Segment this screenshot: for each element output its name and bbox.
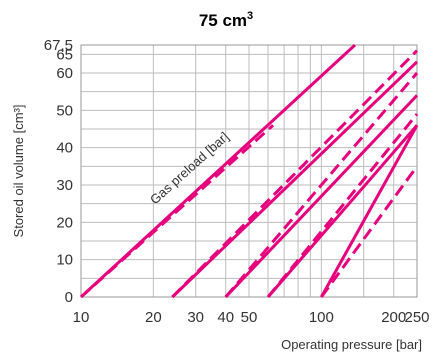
y-tick-label: 30 [56, 177, 73, 194]
y-tick-label: 10 [56, 252, 73, 269]
y-tick-label: 60 [56, 65, 73, 82]
x-tick-label: 30 [187, 309, 204, 326]
x-tick-label: 250 [404, 309, 429, 326]
grid [80, 44, 418, 298]
x-tick-label: 100 [309, 309, 334, 326]
series-line-2-dashed [80, 124, 275, 299]
x-tick-label: 20 [145, 309, 162, 326]
y-tick-label: 40 [56, 140, 73, 157]
x-axis-label: Operating pressure [bar] [281, 337, 422, 352]
plot-frame [80, 44, 418, 298]
chart-title: 75 cm3 [199, 10, 253, 30]
x-tick-label: 40 [217, 309, 234, 326]
y-tick-label: 65 [56, 46, 73, 63]
chart-title-superscript: 3 [247, 10, 253, 22]
chart-title-text: 75 cm [199, 11, 247, 30]
series-layer [79, 43, 419, 299]
series-line-5-solid [224, 94, 419, 299]
x-tick-label: 200 [381, 309, 406, 326]
y-tick-label: 0 [65, 289, 73, 306]
series-line-6-dashed [224, 72, 419, 298]
series-line-8-dashed [266, 113, 419, 298]
series-line-7-solid [266, 124, 419, 298]
y-tick-label: 50 [56, 102, 73, 119]
series-line-4-dashed [171, 49, 419, 299]
x-tick-label: 50 [241, 309, 258, 326]
series-line-10-dashed [320, 165, 419, 298]
x-tick-label: 10 [73, 309, 90, 326]
series-line-9-solid [320, 124, 419, 298]
y-tick-label: 20 [56, 214, 73, 231]
y-axis-label: Stored oil volume [cm³] [11, 105, 26, 238]
y-tick-label: 67,5 [44, 37, 73, 54]
